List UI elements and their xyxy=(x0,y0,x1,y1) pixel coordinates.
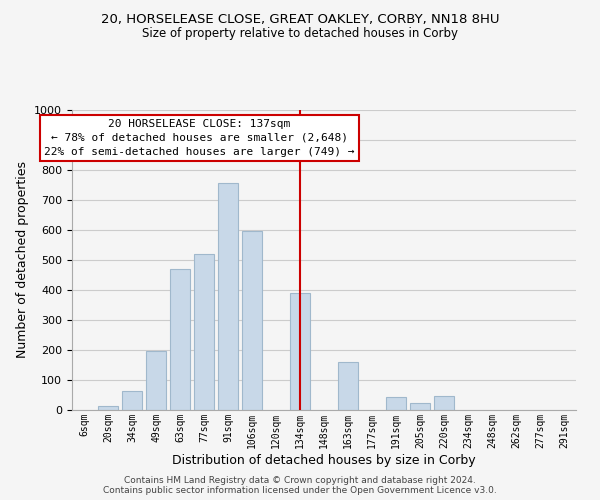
Y-axis label: Number of detached properties: Number of detached properties xyxy=(16,162,29,358)
Bar xyxy=(170,269,190,410)
Bar xyxy=(434,396,454,410)
Text: Contains public sector information licensed under the Open Government Licence v3: Contains public sector information licen… xyxy=(103,486,497,495)
Bar xyxy=(218,183,238,410)
Bar xyxy=(122,391,142,410)
Bar xyxy=(194,254,214,410)
Text: Size of property relative to detached houses in Corby: Size of property relative to detached ho… xyxy=(142,28,458,40)
Bar xyxy=(290,293,310,410)
Text: 20 HORSELEASE CLOSE: 137sqm
← 78% of detached houses are smaller (2,648)
22% of : 20 HORSELEASE CLOSE: 137sqm ← 78% of det… xyxy=(44,119,355,157)
Bar xyxy=(410,402,430,410)
Bar xyxy=(242,231,262,410)
Bar xyxy=(146,351,166,410)
Bar xyxy=(338,362,358,410)
Text: 20, HORSELEASE CLOSE, GREAT OAKLEY, CORBY, NN18 8HU: 20, HORSELEASE CLOSE, GREAT OAKLEY, CORB… xyxy=(101,12,499,26)
Text: Contains HM Land Registry data © Crown copyright and database right 2024.: Contains HM Land Registry data © Crown c… xyxy=(124,476,476,485)
X-axis label: Distribution of detached houses by size in Corby: Distribution of detached houses by size … xyxy=(172,454,476,466)
Bar xyxy=(98,406,118,410)
Bar xyxy=(386,398,406,410)
